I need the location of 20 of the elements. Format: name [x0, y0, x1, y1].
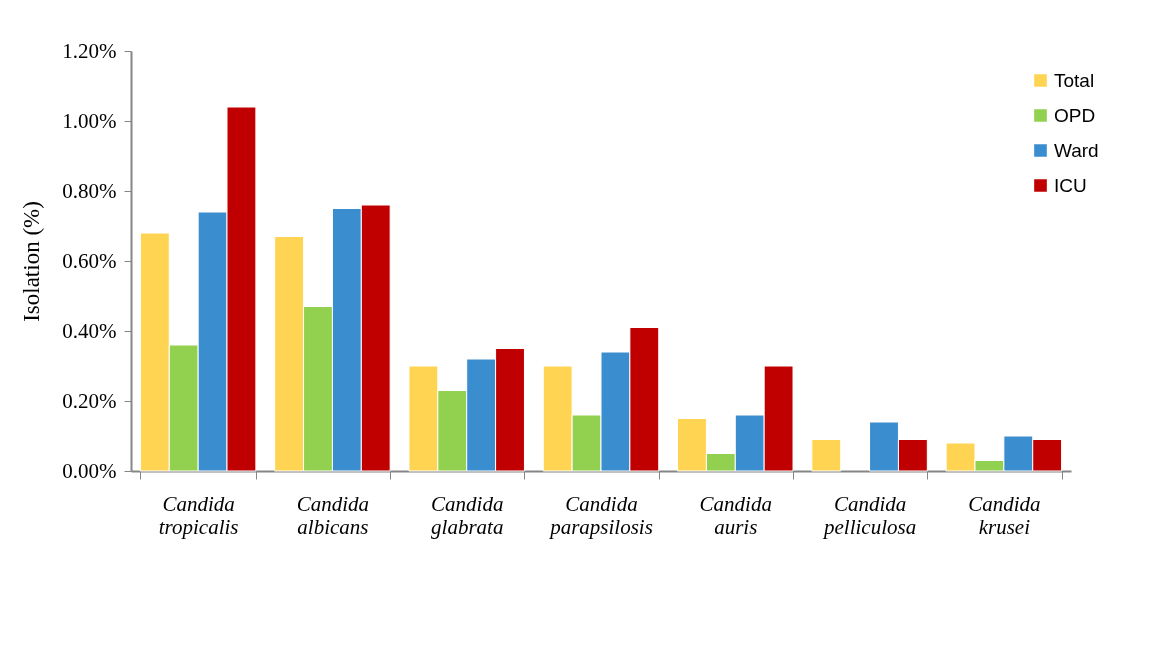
- y-tick-label: 0.00%: [62, 458, 117, 483]
- bar: [811, 439, 842, 472]
- y-tick-label: 0.40%: [62, 318, 117, 343]
- legend-label: ICU: [1054, 174, 1087, 196]
- legend-label: OPD: [1054, 104, 1096, 126]
- x-tick-label: Candida pelliculosa: [821, 491, 917, 539]
- x-tick-label: Candida auris: [699, 491, 772, 539]
- y-tick-label: 0.60%: [62, 248, 117, 273]
- y-axis-title: Isolation (%): [19, 201, 45, 322]
- y-tick-label: 1.20%: [62, 38, 117, 63]
- y-tick-label: 1.00%: [62, 108, 117, 133]
- y-tick-label: 0.20%: [62, 388, 117, 413]
- x-tick-label: Candida krusei: [968, 491, 1041, 539]
- x-tick-label: Candida parapsilosis: [548, 491, 653, 539]
- x-tick-label: Candida tropicalis: [158, 491, 239, 539]
- legend-label: Ward: [1054, 139, 1099, 161]
- x-tick-label: Candida albicans: [296, 491, 370, 539]
- legend-label: Total: [1054, 69, 1095, 91]
- y-tick-label: 0.80%: [62, 178, 117, 203]
- x-tick-label: Candida glabrata: [431, 491, 504, 539]
